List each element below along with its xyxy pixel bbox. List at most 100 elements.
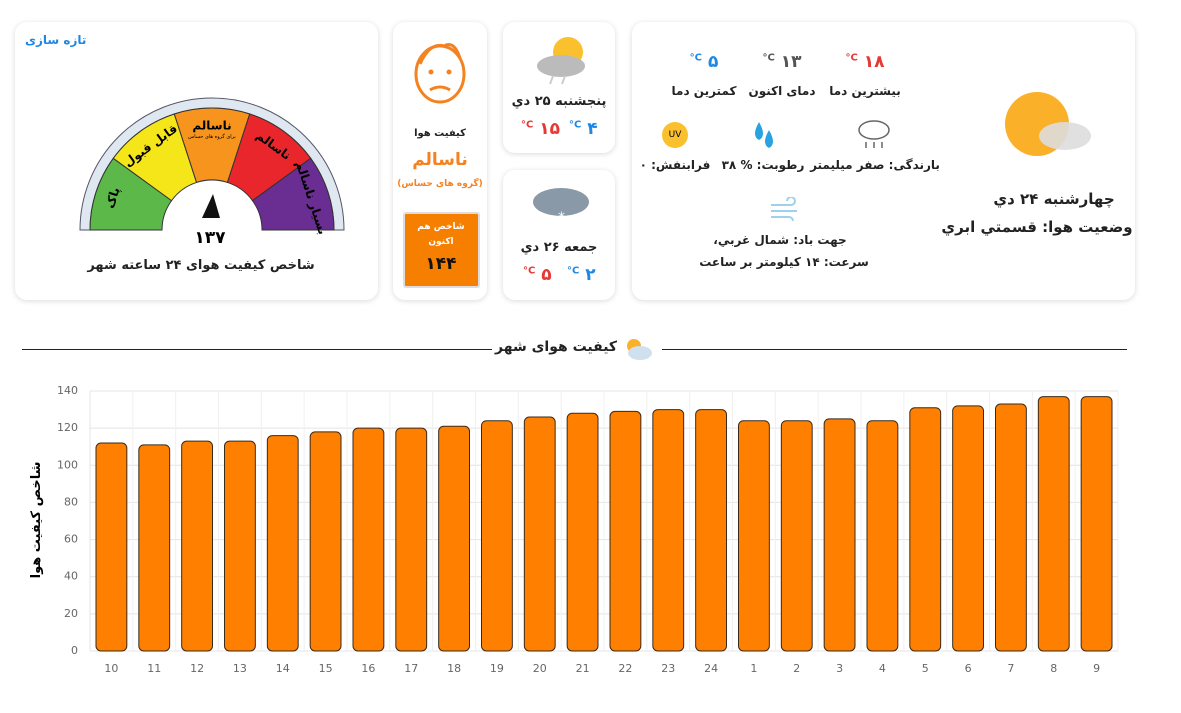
bar	[566, 412, 599, 652]
min-temp: ۵ C°	[690, 52, 719, 72]
bar	[909, 407, 942, 652]
bar	[138, 444, 171, 652]
forecast-max: ۱۵ C°	[521, 119, 560, 139]
forecast-day: جمعه ۲۶ دي	[520, 240, 598, 255]
y-tick-label: 140	[57, 384, 78, 397]
temp: ۱۳	[780, 52, 802, 72]
y-tick-label: 80	[64, 495, 78, 508]
bar	[223, 440, 256, 652]
gauge-label: پاک	[103, 185, 123, 210]
divider	[662, 349, 1127, 350]
humidity: رطوبت: % ۳۸	[721, 158, 805, 172]
gauge-needle	[202, 194, 220, 218]
gauge-title: شاخص کیفیت هوای ۲۴ ساعته شهر	[87, 258, 315, 273]
y-tick-label: 0	[71, 644, 78, 657]
x-tick-label: 21	[576, 662, 590, 675]
status-label: کیفیت هوا	[414, 128, 466, 139]
bar	[438, 425, 471, 652]
x-tick-label: 16	[361, 662, 375, 675]
status-level: ناسالم	[412, 150, 468, 170]
y-tick-label: 100	[57, 458, 78, 471]
wind-icon	[771, 197, 797, 221]
bar	[1037, 396, 1070, 652]
temp: ۱۸	[863, 52, 885, 72]
max-label: بیشترین دما	[829, 84, 901, 98]
status-card: کیفیت هوا ناسالم (گروه های حساس) شاخص هم…	[393, 22, 487, 300]
x-tick-label: 1	[750, 662, 757, 675]
forecast-max: ۵ C°	[523, 265, 552, 285]
bar	[780, 420, 813, 652]
y-tick-label: 60	[64, 533, 78, 546]
now-label: دمای اکنون	[748, 84, 816, 98]
humidity-icon	[755, 122, 773, 148]
x-tick-label: 20	[533, 662, 547, 675]
gauge-segment	[251, 157, 335, 231]
uv: فرابنفش: ۰	[639, 158, 711, 172]
uv-icon: UV	[662, 122, 688, 148]
face-icon	[414, 43, 466, 104]
x-tick-label: 19	[490, 662, 504, 675]
unit: C°	[762, 52, 775, 64]
refresh-link[interactable]: تازه سازی	[25, 33, 87, 47]
section-title: کیفیت هوای شهر	[495, 339, 618, 355]
weather-icon	[537, 37, 585, 85]
now-box: شاخص هم اکنون ۱۴۴	[403, 212, 480, 288]
x-tick-label: 18	[447, 662, 461, 675]
bar	[352, 427, 385, 652]
x-tick-label: 17	[404, 662, 418, 675]
temp: ۱۵	[539, 119, 561, 139]
forecast-day: پنجشنبه ۲۵ دي	[511, 94, 607, 109]
x-tick-label: 8	[1050, 662, 1057, 675]
max-temp: ۱۸ C°	[845, 52, 884, 72]
x-tick-label: 4	[879, 662, 886, 675]
bar	[695, 409, 728, 652]
bar	[395, 427, 428, 652]
date: چهارشنبه ۲۴ دي	[993, 190, 1115, 208]
bar	[737, 420, 770, 652]
unit: C°	[845, 52, 858, 64]
bar	[823, 418, 856, 652]
svg-text:*: *	[558, 210, 565, 226]
temp: ۴	[587, 119, 598, 139]
y-tick-label: 120	[57, 421, 78, 434]
bar	[952, 405, 985, 652]
bar	[95, 442, 128, 652]
bar	[652, 409, 685, 652]
now-label: شاخص هم اکنون	[417, 222, 465, 247]
x-tick-label: 6	[965, 662, 972, 675]
x-tick-label: 24	[704, 662, 718, 675]
unit: C°	[523, 265, 536, 277]
gauge-value: ۱۳۷	[194, 228, 226, 248]
condition: وضعیت هوا: قسمتي ابري	[941, 218, 1133, 236]
temp: ۵	[541, 265, 552, 285]
unit: C°	[569, 119, 582, 131]
bar	[181, 440, 214, 652]
now-temp: ۱۳ C°	[762, 52, 801, 72]
x-tick-label: 12	[190, 662, 204, 675]
temp: ۵	[707, 52, 719, 72]
gauge-card: تازه سازی پاک قابل قبول ناسالم برای گروه ها…	[15, 22, 378, 300]
forecast-min: ۴ C°	[569, 119, 598, 139]
x-tick-label: 9	[1093, 662, 1100, 675]
bar	[309, 431, 342, 652]
rain-icon	[858, 120, 890, 148]
temp: ۲	[585, 265, 596, 285]
bar	[866, 420, 899, 652]
x-tick-label: 15	[319, 662, 333, 675]
gauge-label: ناسالم	[192, 119, 231, 133]
bar	[994, 403, 1027, 652]
now-value: ۱۴۴	[425, 254, 457, 274]
wind-speed: سرعت: ۱۴ کیلومتر بر ساعت	[699, 255, 869, 269]
forecast-card: پنجشنبه ۲۵ دي ۱۵ C° ۴ C°	[503, 22, 615, 153]
weather-icon	[1005, 92, 1091, 156]
x-tick-label: 2	[793, 662, 800, 675]
wind-direction: جهت باد: شمال غربي،	[713, 233, 847, 247]
weather-card: ۵ C° کمترین دما ۱۳ C° دمای اکنون ۱۸ C° ب…	[632, 22, 1135, 300]
x-tick-label: 23	[661, 662, 675, 675]
status-group: (گروه های حساس)	[397, 179, 483, 189]
x-tick-label: 10	[104, 662, 118, 675]
x-tick-label: 13	[233, 662, 247, 675]
x-tick-label: 5	[922, 662, 929, 675]
x-tick-label: 14	[276, 662, 290, 675]
